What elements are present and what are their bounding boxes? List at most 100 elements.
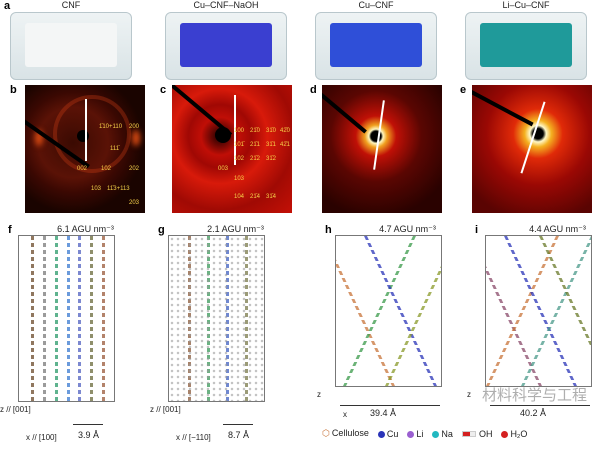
hkl-label: 21̄2 <box>250 156 261 162</box>
hkl-label: 203 <box>129 200 140 206</box>
oh-icon <box>461 429 479 439</box>
panel-label-h: h <box>325 224 332 236</box>
photo-title: CNF <box>61 0 81 10</box>
cellulose-chain <box>385 236 441 386</box>
hkl-label: 21̄4 <box>250 194 261 200</box>
cellulose-chain <box>90 236 94 401</box>
hkl-label: 103 <box>91 186 102 192</box>
hkl-label: 21̄0 <box>250 128 261 134</box>
cellulose-chain <box>102 236 106 401</box>
hkl-label: 202 <box>129 166 140 172</box>
cellulose-chain <box>54 236 58 401</box>
density-title: 4.7 AGU nm⁻³ <box>379 224 436 234</box>
z-axis-label: z <box>317 390 321 399</box>
na-atom-icon <box>432 429 441 439</box>
legend-label: Cellulose <box>331 428 369 438</box>
legend-label: OH <box>478 428 493 439</box>
z-axis-label: z <box>467 390 471 399</box>
panel-label-c: c <box>160 84 167 96</box>
cellulose-chain <box>521 236 591 386</box>
watermark: 材料科学与工程 <box>482 387 588 404</box>
panel-label-b: b <box>10 84 17 96</box>
hkl-label: 103 <box>234 176 245 182</box>
hkl-label: 102 <box>234 156 245 162</box>
hkl-label: 11̄3+113 <box>107 186 130 192</box>
cellulose-chain <box>336 236 395 386</box>
scale-bar <box>223 424 253 425</box>
sample-photo <box>165 12 287 80</box>
sample-photo <box>465 12 587 80</box>
photo-title: Cu–CNF <box>358 0 394 10</box>
z-axis-label: z // [001] <box>150 405 181 414</box>
hkl-label: 102 <box>101 166 112 172</box>
md-simulation-i <box>485 235 592 387</box>
xrd-pattern-c: 100 21̄0 31̄0 42̄0 101̄ 21̄1 31̄1 42̄1 102 21̄2 31… <box>172 85 292 213</box>
legend-item: Na <box>432 429 453 439</box>
cellulose-chain <box>30 236 34 401</box>
cellulose-chain <box>66 236 70 401</box>
xrd-pattern-e <box>472 85 592 213</box>
cellulose-icon: ⬡ <box>322 428 330 438</box>
scale-bar-label: 8.7 Å <box>228 430 250 440</box>
cellulose-chain <box>486 236 559 386</box>
hkl-label: 1̄10+110 <box>99 124 123 130</box>
hkl-label: 104 <box>234 194 245 200</box>
panel-label-g: g <box>158 224 165 236</box>
sample-photo <box>10 12 132 80</box>
md-simulation-h <box>335 235 442 387</box>
z-axis-label: z // [001] <box>0 405 31 414</box>
panel-label-d: d <box>310 84 317 96</box>
hkl-label: 111̄ <box>110 146 120 152</box>
hkl-label: 003 <box>218 166 229 172</box>
li-atom-icon <box>407 429 416 439</box>
legend-item: Cu <box>377 428 399 439</box>
panel-label-a: a <box>4 0 11 12</box>
legend-item: H₂O <box>501 429 527 439</box>
legend-item: Li <box>407 429 423 439</box>
panel-label-e: e <box>460 84 467 96</box>
md-simulation-g <box>168 235 265 402</box>
legend-label: H₂O <box>510 428 528 439</box>
photo-title: Li–Cu–CNF <box>502 0 550 10</box>
cellulose-chain <box>364 236 437 386</box>
scale-bar-label: 3.9 Å <box>78 430 100 440</box>
hkl-label: 42̄1 <box>280 142 291 148</box>
hkl-label: 42̄0 <box>280 128 291 134</box>
legend: ⬡ Cellulose Cu Li Na OH H₂O <box>322 428 527 439</box>
hkl-label: 21̄1 <box>250 142 261 148</box>
sample-photo <box>315 12 437 80</box>
hkl-label: 200 <box>129 124 140 130</box>
hkl-label: 31̄1 <box>266 142 277 148</box>
hkl-label: 31̄2 <box>266 156 277 162</box>
x-axis-label: x // [−110] <box>176 433 211 442</box>
scale-bar <box>340 405 440 406</box>
xrd-pattern-b: 1̄10+110 200 111̄ 002 102 202 103 11̄3+1… <box>25 85 145 213</box>
legend-label: Na <box>441 428 453 439</box>
legend-item: ⬡ Cellulose <box>322 428 369 439</box>
legend-label: Li <box>416 428 424 439</box>
legend-item: OH <box>461 428 493 439</box>
panel-label-f: f <box>8 224 12 236</box>
hkl-label: 100 <box>234 128 245 134</box>
hkl-label: 002 <box>77 166 88 172</box>
density-title: 6.1 AGU nm⁻³ <box>57 224 114 234</box>
cellulose-chain <box>503 236 577 386</box>
cellulose-chain <box>78 236 82 401</box>
scale-bar-label: 40.2 Å <box>520 408 547 418</box>
density-title: 4.4 AGU nm⁻³ <box>529 224 586 234</box>
cellulose-chain <box>42 236 46 401</box>
cu-atom-icon <box>377 429 387 439</box>
hkl-label: 31̄0 <box>266 128 277 134</box>
cellulose-chain <box>343 236 416 386</box>
x-axis-label: x // [100] <box>26 433 57 442</box>
scale-bar-label: 39.4 Å <box>370 408 397 418</box>
panel-label-i: i <box>475 224 479 236</box>
density-title: 2.1 AGU nm⁻³ <box>207 224 264 234</box>
water-icon <box>501 429 510 439</box>
x-axis-label: x <box>343 410 347 419</box>
scale-bar <box>73 424 103 425</box>
hkl-label: 31̄4 <box>266 194 277 200</box>
scale-bar <box>490 405 590 406</box>
md-simulation-f <box>18 235 115 402</box>
legend-label: Cu <box>386 428 399 439</box>
